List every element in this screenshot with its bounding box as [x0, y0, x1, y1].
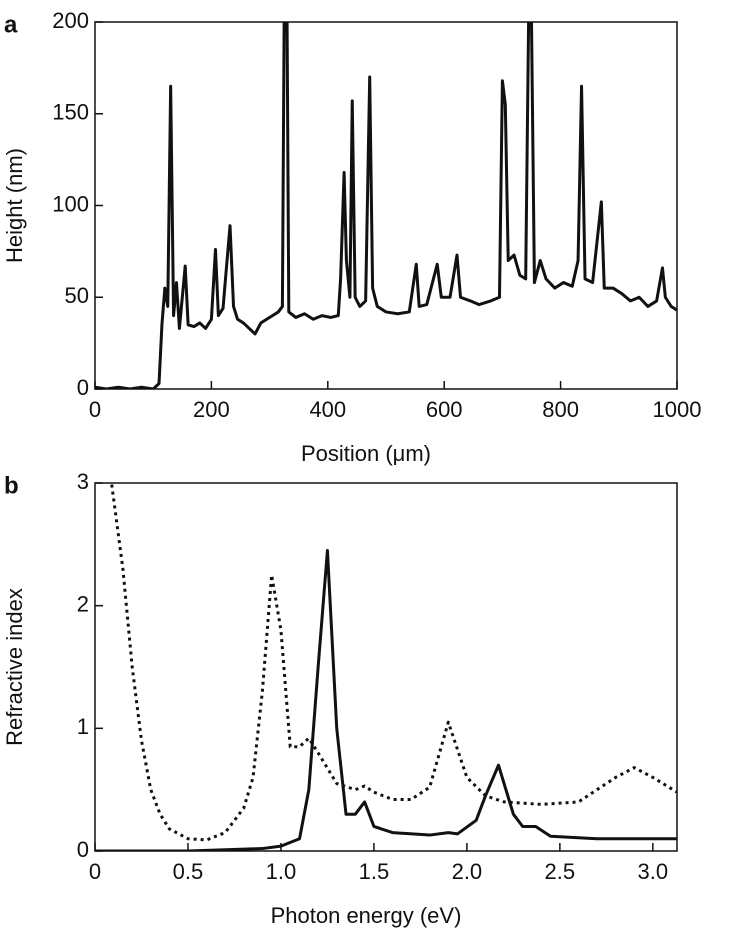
- x-tick-label: 0.5: [173, 859, 204, 884]
- x-tick-label: 800: [542, 397, 579, 422]
- x-tick-label: 0: [89, 397, 101, 422]
- y-tick-label: 100: [52, 191, 89, 216]
- panel-label: b: [4, 472, 19, 499]
- x-tick-label: 2.5: [545, 859, 576, 884]
- x-tick-label: 400: [309, 397, 346, 422]
- y-tick-label: 50: [65, 283, 89, 308]
- y-tick-label: 3: [77, 469, 89, 494]
- plot-frame: [94, 482, 678, 852]
- data-line: [95, 22, 677, 389]
- y-tick-label: 0: [77, 837, 89, 862]
- y-axis-label: Height (nm): [2, 148, 27, 263]
- y-tick-label: 200: [52, 8, 89, 33]
- x-tick-label: 2.0: [452, 859, 483, 884]
- data-line: [95, 548, 677, 851]
- panel-label: a: [4, 11, 18, 38]
- y-axis-label: Refractive index: [2, 588, 27, 746]
- x-tick-label: 0: [89, 859, 101, 884]
- x-axis-label: Position (μm): [301, 441, 431, 466]
- y-tick-label: 150: [52, 100, 89, 125]
- x-tick-label: 1000: [653, 397, 702, 422]
- x-tick-label: 600: [426, 397, 463, 422]
- data-line: [109, 483, 677, 842]
- x-tick-label: 200: [193, 397, 230, 422]
- x-tick-label: 1.0: [266, 859, 297, 884]
- x-tick-label: 1.5: [359, 859, 390, 884]
- x-axis-label: Photon energy (eV): [271, 903, 462, 928]
- x-tick-label: 3.0: [638, 859, 669, 884]
- y-tick-label: 0: [77, 375, 89, 400]
- y-tick-label: 2: [77, 591, 89, 616]
- plot-frame: [94, 21, 678, 390]
- y-tick-label: 1: [77, 714, 89, 739]
